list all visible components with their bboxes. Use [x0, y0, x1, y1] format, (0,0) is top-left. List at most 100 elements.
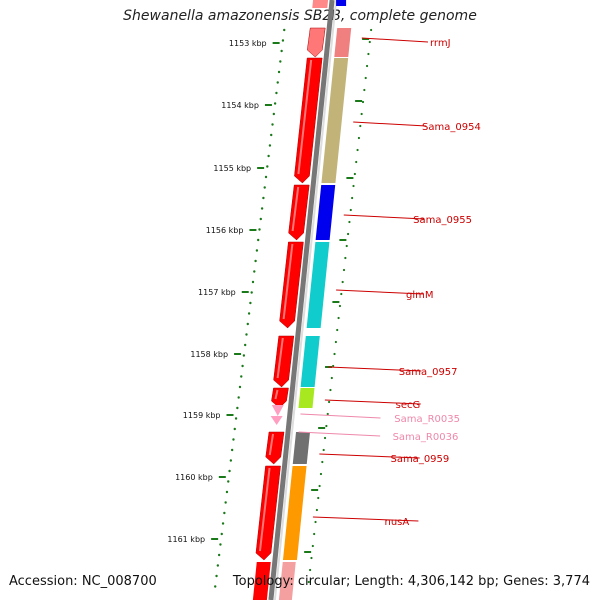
- scale-dot: [258, 228, 261, 231]
- scale-dot: [216, 564, 220, 567]
- scale-dot: [283, 28, 286, 32]
- scale-dot-right: [307, 580, 310, 584]
- scale-dot: [229, 459, 233, 462]
- scale-dot-right: [342, 268, 346, 272]
- scale-dot-right: [363, 88, 366, 92]
- scale-dot: [257, 238, 260, 242]
- scale-label: 1153 kbp: [229, 39, 267, 48]
- scale-dot-right: [329, 388, 332, 392]
- scale-dot: [243, 343, 247, 347]
- gene-label-line: [300, 413, 381, 419]
- scale-dot: [225, 490, 229, 494]
- scale-dot-right: [318, 484, 321, 488]
- scale-dot-right: [313, 532, 316, 536]
- gene-partial-bottom-outer: [278, 562, 296, 600]
- scale-dot-right: [325, 424, 328, 428]
- scale-dot: [230, 448, 234, 452]
- scale-dot-right: [349, 208, 352, 212]
- scale-dot-right: [317, 496, 320, 500]
- scale-dot: [233, 427, 236, 431]
- gene-arrow-highlight: [276, 337, 284, 379]
- scale-dot-right: [346, 232, 350, 236]
- scale-dot-right: [337, 316, 340, 320]
- gene-label-line: [328, 366, 422, 372]
- gene-partial-top-outer: [336, 0, 347, 6]
- scale-dot-right: [334, 340, 337, 344]
- scale-dot: [240, 375, 243, 378]
- scale-dot: [251, 280, 255, 284]
- scale-dot: [259, 217, 263, 221]
- scale-dot-right: [359, 124, 362, 128]
- scale-dot: [232, 438, 235, 441]
- scale-dot: [281, 39, 285, 42]
- scale-dot: [220, 532, 223, 536]
- scale-dot-right: [368, 40, 371, 44]
- topology-text: Topology: circular; Length: 4,306,142 bp…: [232, 574, 590, 589]
- scale-dot: [262, 196, 265, 200]
- scale-dot: [247, 312, 251, 315]
- scale-dot: [219, 543, 222, 546]
- gene-outer-block: [321, 58, 349, 183]
- scale-dot: [250, 291, 253, 294]
- scale-label: 1161 kbp: [167, 535, 205, 544]
- gene-label-line: [361, 37, 429, 43]
- scale-label: 1157 kbp: [198, 288, 236, 297]
- scale-dot: [270, 133, 273, 137]
- gene-outer-block: [334, 28, 352, 57]
- scale-dot-right: [314, 520, 317, 524]
- gene-label-line: [298, 431, 381, 437]
- scale-dot-right: [357, 136, 361, 140]
- scale-dot-right: [361, 100, 365, 104]
- gene-arrow: [265, 431, 285, 465]
- scale-dot: [277, 70, 281, 74]
- scale-label: 1154 kbp: [221, 101, 259, 110]
- scale-dot-right: [323, 436, 327, 440]
- scale-label: 1158 kbp: [190, 350, 228, 359]
- scale-dot-right: [360, 112, 363, 116]
- scale-dot: [260, 207, 264, 210]
- scale-dot-right: [341, 280, 344, 284]
- scale-dot-right: [336, 328, 339, 332]
- scale-dot: [264, 175, 268, 179]
- scale-dot-right: [344, 256, 347, 260]
- gene-arrow: [273, 335, 295, 388]
- scale-label: 1160 kbp: [175, 473, 213, 482]
- scale-dot: [266, 165, 269, 168]
- scale-dot: [253, 270, 256, 273]
- scale-dot: [241, 364, 244, 368]
- scale-label: 1155 kbp: [213, 164, 251, 173]
- gene-label: glmM: [406, 290, 434, 301]
- map-title: Shewanella amazonensis SB2B, complete ge…: [123, 8, 477, 24]
- scale-dot: [280, 49, 283, 53]
- scale-dot-right: [310, 556, 313, 560]
- scale-dot-right: [345, 244, 348, 248]
- gene-outer-block: [292, 432, 311, 464]
- scale-dot: [246, 322, 249, 326]
- gene-arrow-highlight: [282, 243, 294, 320]
- scale-dot: [227, 480, 230, 483]
- scale-dot-right: [352, 184, 355, 188]
- scale-dot-right: [309, 568, 312, 572]
- scale-label: 1159 kbp: [183, 411, 221, 420]
- gene-label: Sama_R0035: [394, 414, 460, 425]
- gene-label-line: [319, 453, 420, 459]
- scale-dot-right: [333, 352, 336, 356]
- scale-dot: [249, 301, 252, 305]
- gene-arrow-highlight: [297, 59, 313, 175]
- scale-dot: [224, 501, 227, 504]
- scale-dot: [263, 186, 266, 189]
- gene-arrow-highlight: [258, 467, 271, 552]
- gene-label: nusA: [384, 517, 409, 528]
- gene-arrow: [307, 27, 326, 58]
- scale-dot: [271, 123, 274, 126]
- scale-dot-right: [367, 52, 370, 56]
- gene-arrow-highlight: [291, 186, 300, 232]
- gene-arrow-highlight: [310, 29, 316, 49]
- scale-dot-right: [326, 412, 329, 416]
- scale-dot: [237, 396, 240, 399]
- scale-dot-right: [356, 148, 359, 152]
- gene-label: Sama_0957: [399, 367, 458, 378]
- gene-label-line: [324, 399, 421, 405]
- scale-dot: [236, 406, 239, 410]
- scale-label: 1156 kbp: [206, 226, 244, 235]
